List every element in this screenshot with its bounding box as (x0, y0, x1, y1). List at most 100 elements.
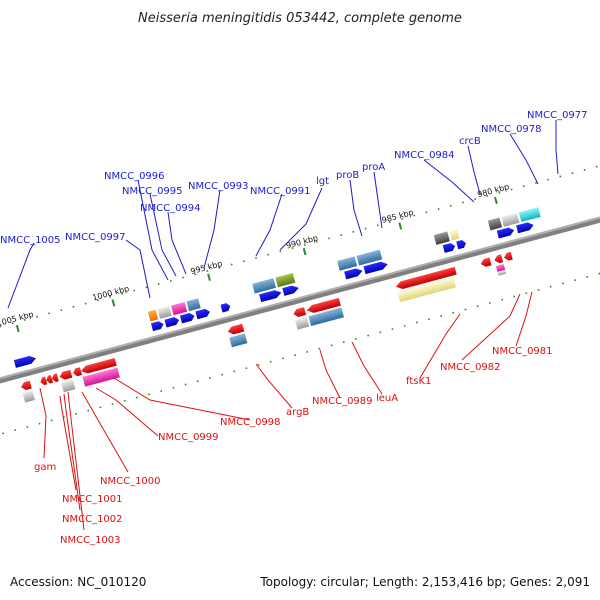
leader-line-ftsK1 (419, 313, 461, 379)
gene-label-ftsK1[interactable]: ftsK1 (406, 376, 431, 387)
gene-label-gam[interactable]: gam (34, 462, 56, 473)
gene-arrow-NMCC_0998[interactable] (80, 357, 117, 375)
gene-box-cyan (518, 207, 541, 223)
gene-arrow-NMCC_1001[interactable] (39, 376, 48, 386)
gene-label-leuA[interactable]: leuA (376, 393, 398, 404)
gene-arrow-NMCC_0993[interactable] (220, 302, 232, 313)
gene-box-gray (501, 212, 520, 227)
gene-label-NMCC_0977[interactable]: NMCC_0977 (527, 110, 588, 121)
tick-label-985-kbp: 985 kbp (381, 208, 415, 225)
gene-label-proB[interactable]: proB (336, 170, 359, 181)
gene-box-gray (497, 269, 507, 276)
leader-line-NMCC_0994 (167, 211, 187, 275)
gene-box-steel (337, 256, 358, 271)
leader-line-gam (39, 387, 47, 459)
gene-label-NMCC_0981[interactable]: NMCC_0981 (492, 346, 553, 357)
gene-label-NMCC_1000[interactable]: NMCC_1000 (100, 476, 161, 487)
gene-arrow-gam[interactable] (20, 380, 32, 391)
gene-arrow-NMCC_0982[interactable] (480, 257, 492, 268)
gene-box-yellow (449, 228, 460, 241)
gene-label-NMCC_1002[interactable]: NMCC_1002 (62, 514, 123, 525)
gene-arrow-ftsK1[interactable] (395, 266, 457, 291)
gene-arrow-NMCC_0981-b[interactable] (503, 251, 513, 262)
gene-arrow-NMCC_0994[interactable] (195, 308, 211, 320)
gene-arrow-NMCC_0981-a[interactable] (493, 254, 504, 264)
gene-label-NMCC_0984[interactable]: NMCC_0984 (394, 150, 455, 161)
leader-line-NMCC_1003 (67, 391, 85, 531)
leader-line-NMCC_1001 (59, 395, 77, 491)
gene-box-gray (22, 390, 35, 403)
gene-arrow-lgt[interactable] (282, 284, 300, 296)
reverse-gene-track (20, 251, 513, 403)
gene-label-NMCC_0994[interactable]: NMCC_0994 (140, 203, 201, 214)
gene-label-NMCC_0996[interactable]: NMCC_0996 (104, 171, 165, 182)
reverse-gene-label-texts: gam NMCC_1001 NMCC_1002 NMCC_1003 NMCC_1… (34, 346, 553, 546)
gene-label-NMCC_0998[interactable]: NMCC_0998 (220, 417, 281, 428)
gene-arrow-NMCC_0977[interactable] (516, 221, 534, 234)
gene-arrow-NMCC_1005[interactable] (13, 354, 37, 368)
gene-label-NMCC_0999[interactable]: NMCC_0999 (158, 432, 219, 443)
gene-arrow-NMCC_1000[interactable] (59, 369, 73, 381)
gene-arrow-NMCC_0984[interactable] (442, 242, 457, 253)
leader-line-NMCC_0984 (423, 159, 475, 203)
tick-label-1000-kbp: 1000 kbp (91, 284, 130, 302)
gene-arrow-proB[interactable] (344, 267, 363, 280)
gene-label-lgt[interactable]: lgt (316, 176, 329, 187)
leader-line-NMCC_0981 (515, 291, 533, 347)
gene-label-NMCC_0991[interactable]: NMCC_0991 (250, 186, 311, 197)
leader-line-NMCC_0996 (137, 179, 169, 281)
forward-gene-label-texts: NMCC_1005 NMCC_0997 NMCC_0996 NMCC_0995 … (0, 110, 588, 246)
gene-box-olive (275, 272, 296, 288)
gene-label-NMCC_1001[interactable]: NMCC_1001 (62, 494, 123, 505)
gene-label-NMCC_0995[interactable]: NMCC_0995 (122, 186, 183, 197)
gene-arrow-NMCC_0995[interactable] (179, 312, 196, 324)
leader-line-leuA (351, 341, 383, 395)
gene-label-NMCC_0978[interactable]: NMCC_0978 (481, 124, 542, 135)
gene-arrow-leuA[interactable] (306, 297, 341, 315)
gene-arrow-NMCC_0997[interactable] (150, 320, 165, 332)
gene-label-NMCC_1005[interactable]: NMCC_1005 (0, 235, 61, 246)
gene-arrow-NMCC_0991[interactable] (259, 289, 282, 303)
gene-arrow-crcB[interactable] (456, 239, 467, 250)
gene-label-argB[interactable]: argB (286, 407, 309, 418)
gene-arrow-NMCC_0999[interactable] (72, 367, 82, 377)
leader-line-NMCC_0999 (95, 387, 159, 437)
gene-box-gray (157, 306, 172, 319)
gene-box-steel (186, 298, 201, 312)
tick-label-995-kbp: 995 kbp (190, 259, 224, 276)
gene-label-NMCC_0993[interactable]: NMCC_0993 (188, 181, 249, 192)
gene-box-pink (171, 301, 188, 316)
leader-line-crcB (467, 145, 481, 195)
gene-box-steel (229, 333, 248, 348)
tick-marks (15, 196, 498, 333)
genome-summary-text: Topology: circular; Length: 2,153,416 bp… (259, 575, 590, 589)
tick-labels: 1005 kbp 1000 kbp 995 kbp 990 kbp 985 kb… (0, 182, 510, 328)
gene-arrow-argB[interactable] (227, 323, 245, 336)
gene-arrow-NMCC_0996[interactable] (164, 316, 180, 328)
gene-arrow-NMCC_0978[interactable] (496, 226, 515, 239)
gene-label-crcB[interactable]: crcB (459, 136, 481, 147)
gene-box-orange (147, 309, 159, 322)
tick-label-980-kbp: 980 kbp (476, 182, 510, 199)
gene-box-steel (308, 307, 344, 327)
leader-line-argB (255, 363, 293, 409)
gene-arrow-NMCC_1002[interactable] (45, 375, 54, 384)
gene-arrow-NMCC_1003[interactable] (51, 373, 59, 382)
gene-label-proA[interactable]: proA (362, 162, 385, 173)
gene-arrow-proA[interactable] (363, 260, 388, 275)
gene-label-NMCC_0982[interactable]: NMCC_0982 (440, 362, 501, 373)
gene-label-NMCC_1003[interactable]: NMCC_1003 (60, 535, 121, 546)
leader-line-NMCC_0993 (203, 189, 221, 269)
gene-arrow-NMCC_0989[interactable] (292, 307, 307, 318)
forward-gene-track (13, 207, 541, 368)
gene-box-gray (61, 379, 76, 393)
gene-box-gray (294, 316, 310, 330)
gene-box-dark (433, 231, 450, 245)
leader-line-NMCC_0977 (555, 120, 559, 175)
leader-line-NMCC_0982 (461, 293, 521, 361)
gene-label-NMCC_0989[interactable]: NMCC_0989 (312, 396, 373, 407)
leader-line-NMCC_1000 (81, 391, 129, 473)
gene-label-NMCC_0997[interactable]: NMCC_0997 (65, 232, 126, 243)
leader-line-proA (373, 171, 383, 229)
